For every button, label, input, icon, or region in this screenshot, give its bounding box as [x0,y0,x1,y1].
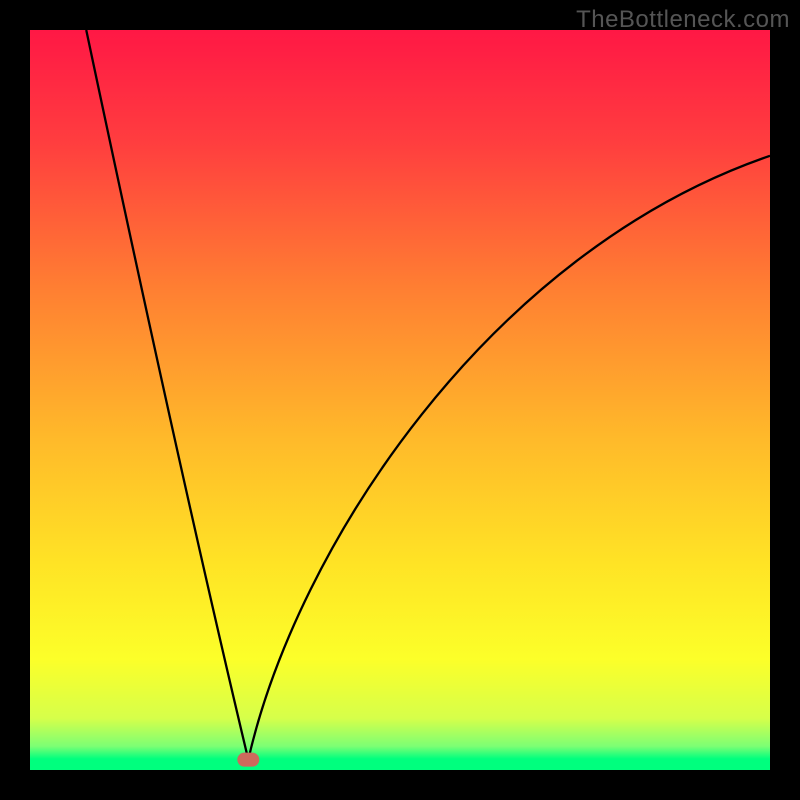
bottleneck-chart [0,0,800,800]
chart-container: TheBottleneck.com [0,0,800,800]
watermark-text: TheBottleneck.com [576,6,790,34]
